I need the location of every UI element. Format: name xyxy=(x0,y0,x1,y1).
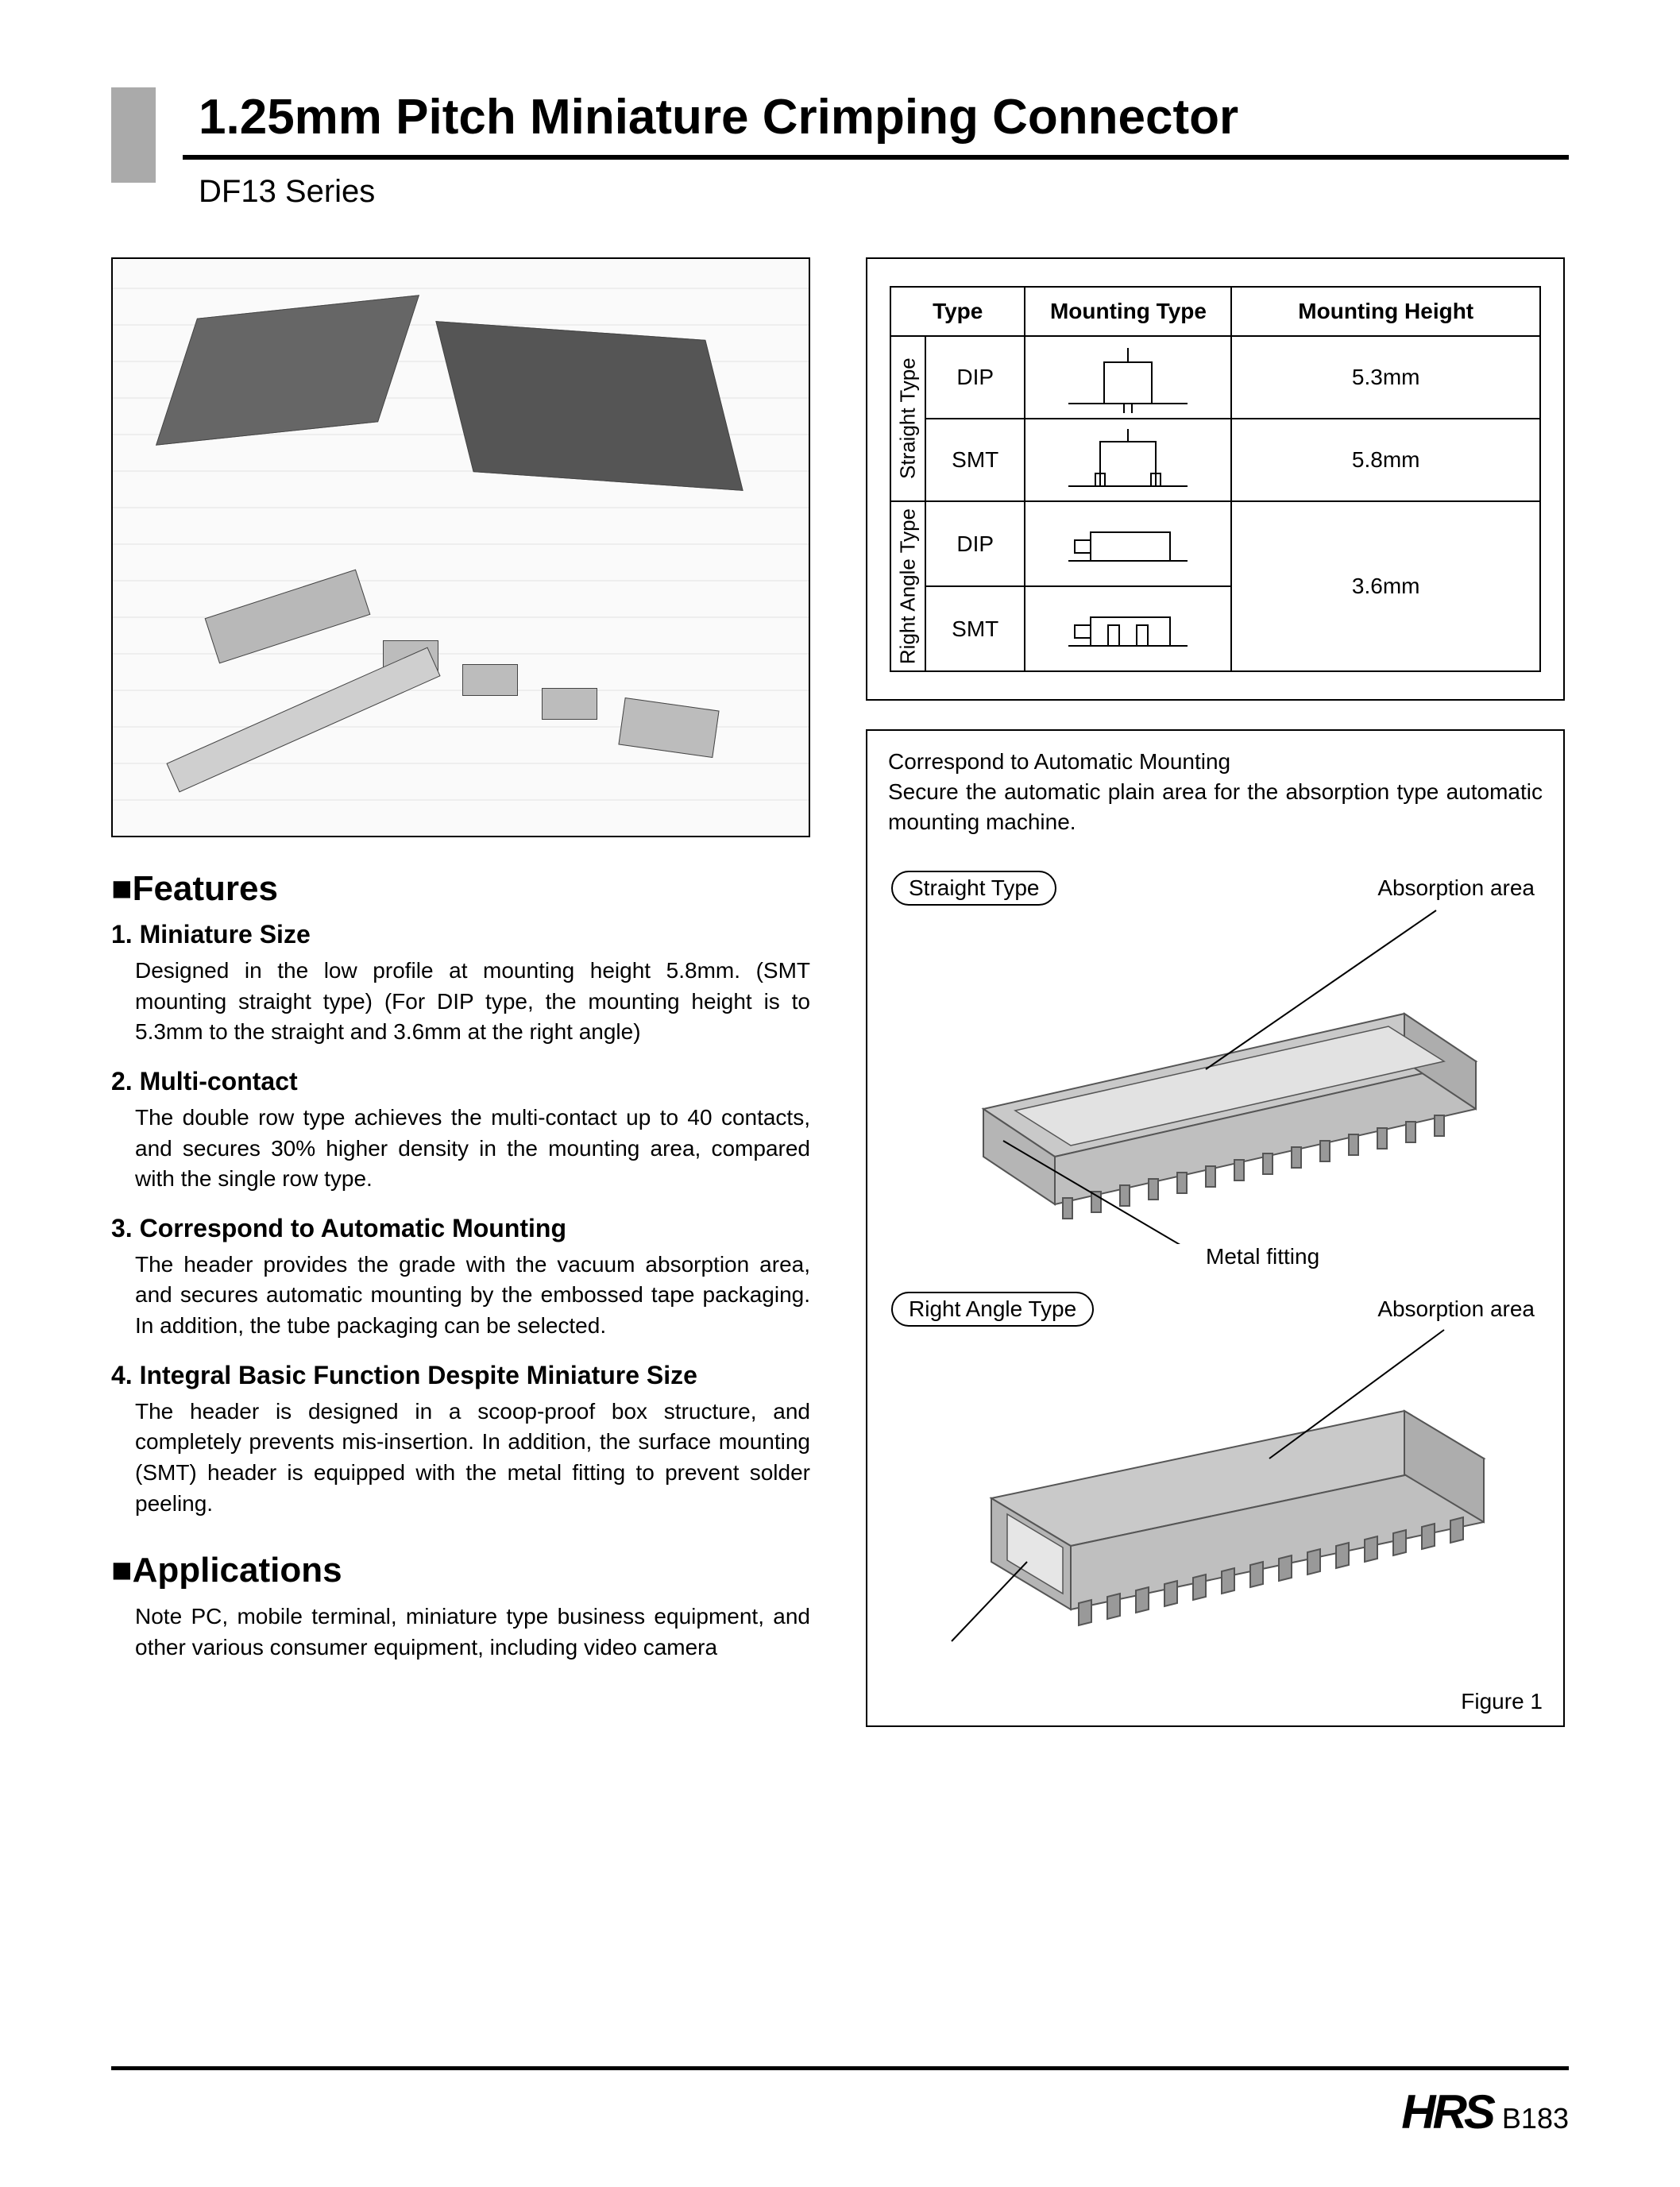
automount-lead-body: Secure the automatic plain area for the … xyxy=(888,779,1543,834)
feature-body: Designed in the low profile at mounting … xyxy=(111,956,810,1048)
cell-drawing xyxy=(1025,501,1231,586)
feature-item: 4. Integral Basic Function Despite Minia… xyxy=(111,1361,810,1520)
feature-title: 1. Miniature Size xyxy=(111,920,810,949)
th-mounting-height: Mounting Height xyxy=(1231,287,1540,336)
type-table-frame: Type Mounting Type Mounting Height Strai… xyxy=(866,257,1565,701)
feature-item: 1. Miniature Size Designed in the low pr… xyxy=(111,920,810,1048)
feature-body: The header is designed in a scoop-proof … xyxy=(111,1397,810,1520)
applications-body: Note PC, mobile terminal, miniature type… xyxy=(111,1602,810,1663)
product-photo xyxy=(111,257,810,837)
header: 1.25mm Pitch Miniature Crimping Connecto… xyxy=(111,87,1569,210)
cell-type: DIP xyxy=(925,336,1025,419)
label-metal-fitting: Metal fitting xyxy=(1206,1244,1319,1269)
cell-drawing xyxy=(1025,586,1231,671)
cell-drawing xyxy=(1025,419,1231,501)
feature-item: 3. Correspond to Automatic Mounting The … xyxy=(111,1214,810,1342)
th-mounting-type: Mounting Type xyxy=(1025,287,1231,336)
pill-right-angle: Right Angle Type xyxy=(891,1292,1094,1327)
feature-title: 3. Correspond to Automatic Mounting xyxy=(111,1214,810,1243)
group-straight: Straight Type xyxy=(890,336,925,501)
cell-height-merged: 3.6mm xyxy=(1231,501,1540,671)
pill-straight: Straight Type xyxy=(891,871,1056,906)
cell-height: 5.3mm xyxy=(1231,336,1540,419)
cell-type: SMT xyxy=(925,419,1025,501)
page-title: 1.25mm Pitch Miniature Crimping Connecto… xyxy=(111,87,1569,155)
series-name: DF13 Series xyxy=(111,160,1569,210)
applications-heading: ■Applications xyxy=(111,1551,810,1590)
cell-type: SMT xyxy=(925,586,1025,671)
automount-figure: Correspond to Automatic Mounting Secure … xyxy=(866,729,1565,1726)
cell-height: 5.8mm xyxy=(1231,419,1540,501)
header-tab xyxy=(111,87,156,183)
connector-straight-svg xyxy=(896,902,1547,1244)
features-heading: ■Features xyxy=(111,869,810,909)
label-absorption-1: Absorption area xyxy=(1377,875,1535,901)
group-right-angle: Right Angle Type xyxy=(890,501,925,671)
connector-right-angle-svg xyxy=(896,1323,1547,1673)
feature-item: 2. Multi-contact The double row type ach… xyxy=(111,1067,810,1195)
feature-title: 4. Integral Basic Function Despite Minia… xyxy=(111,1361,810,1390)
label-absorption-2: Absorption area xyxy=(1377,1296,1535,1322)
cell-drawing xyxy=(1025,336,1231,419)
type-table: Type Mounting Type Mounting Height Strai… xyxy=(890,286,1541,672)
feature-body: The double row type achieves the multi-c… xyxy=(111,1103,810,1195)
th-type: Type xyxy=(890,287,1025,336)
feature-body: The header provides the grade with the v… xyxy=(111,1250,810,1342)
feature-title: 2. Multi-contact xyxy=(111,1067,810,1096)
automount-lead-title: Correspond to Automatic Mounting xyxy=(888,749,1230,774)
figure-caption: Figure 1 xyxy=(888,1689,1543,1714)
page-number: B183 xyxy=(1502,2102,1569,2135)
cell-type: DIP xyxy=(925,501,1025,586)
footer: HRS B183 xyxy=(111,2066,1569,2139)
hrs-logo: HRS xyxy=(1401,2085,1493,2139)
